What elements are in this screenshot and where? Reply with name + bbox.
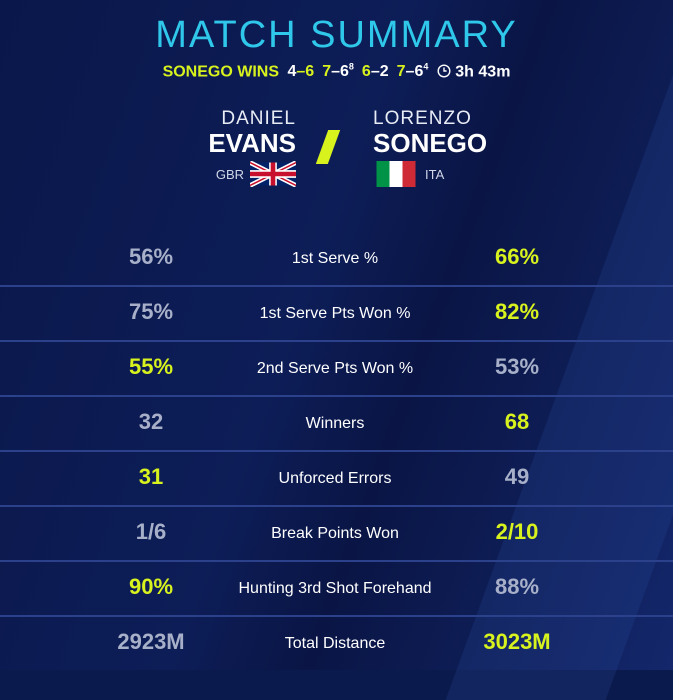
right-value: 49 — [504, 464, 530, 489]
right-value: 3023M — [483, 629, 551, 654]
left-value: 56% — [128, 244, 174, 269]
country-code: ITA — [425, 166, 445, 182]
winner-text: SONEGO WINS — [162, 63, 280, 81]
player-left: DANIEL EVANS GBR — [208, 108, 296, 187]
stat-label: Winners — [305, 415, 365, 432]
right-value: 2/10 — [495, 519, 539, 544]
stat-row: 31 Unforced Errors 49 — [0, 452, 673, 507]
stat-label: Total Distance — [284, 635, 386, 652]
left-value: 75% — [128, 299, 174, 324]
stat-row: 2923M Total Distance 3023M — [0, 617, 673, 670]
player-right: LORENZO SONEGO ITA — [373, 108, 487, 187]
italy-flag-icon — [376, 161, 416, 187]
stat-row: 56% 1st Serve % 66% — [0, 232, 673, 287]
stat-row: 75% 1st Serve Pts Won % 82% — [0, 287, 673, 342]
stat-row: 90% Hunting 3rd Shot Forehand 88% — [0, 562, 673, 617]
stat-label: Unforced Errors — [278, 470, 392, 487]
left-value: 32 — [138, 409, 164, 434]
uk-flag-icon — [250, 161, 296, 187]
set-score: 6–2 — [361, 63, 389, 81]
right-value: 53% — [494, 354, 540, 379]
set-scores: 4–6 7–68 6–2 7–64 — [283, 62, 432, 81]
clock-icon — [437, 63, 451, 80]
player-last-name: SONEGO — [373, 128, 488, 158]
player-last-name: EVANS — [208, 128, 296, 158]
stat-row: 55% 2nd Serve Pts Won % 53% — [0, 342, 673, 397]
stat-label: Hunting 3rd Shot Forehand — [238, 580, 432, 597]
player-first-name: DANIEL — [221, 108, 296, 129]
players: DANIEL EVANS GBR LORENZO SONEGO ITA — [0, 108, 673, 218]
right-value: 66% — [494, 244, 540, 269]
stats-table: 56% 1st Serve % 66% 75% 1st Serve Pts Won % 8… — [0, 232, 673, 670]
stat-label: 1st Serve Pts Won % — [259, 305, 411, 322]
stat-row: 1/6 Break Points Won 2/10 — [0, 507, 673, 562]
set-score: 7–64 — [396, 62, 429, 81]
match-result: SONEGO WINS 4–6 7–68 6–2 7–64 3h 43m — [0, 62, 673, 86]
player-first-name: LORENZO — [373, 108, 472, 129]
background — [0, 0, 673, 670]
left-value: 1/6 — [135, 519, 167, 544]
left-value: 90% — [128, 574, 174, 599]
duration: 3h 43m — [455, 63, 511, 81]
stat-label: 1st Serve % — [291, 250, 379, 267]
stat-label: 2nd Serve Pts Won % — [256, 360, 414, 377]
set-score: 7–68 — [322, 62, 354, 81]
versus-slash — [315, 130, 341, 164]
left-value: 2923M — [117, 629, 185, 654]
right-value: 88% — [494, 574, 540, 599]
left-value: 55% — [128, 354, 174, 379]
left-value: 31 — [138, 464, 164, 489]
right-value: 82% — [494, 299, 540, 324]
page-title: MATCH SUMMARY — [155, 14, 518, 56]
country-code: GBR — [215, 166, 244, 182]
stat-label: Break Points Won — [271, 525, 399, 542]
set-score: 4–6 — [287, 63, 315, 81]
stat-row: 32 Winners 68 — [0, 397, 673, 452]
right-value: 68 — [504, 409, 530, 434]
